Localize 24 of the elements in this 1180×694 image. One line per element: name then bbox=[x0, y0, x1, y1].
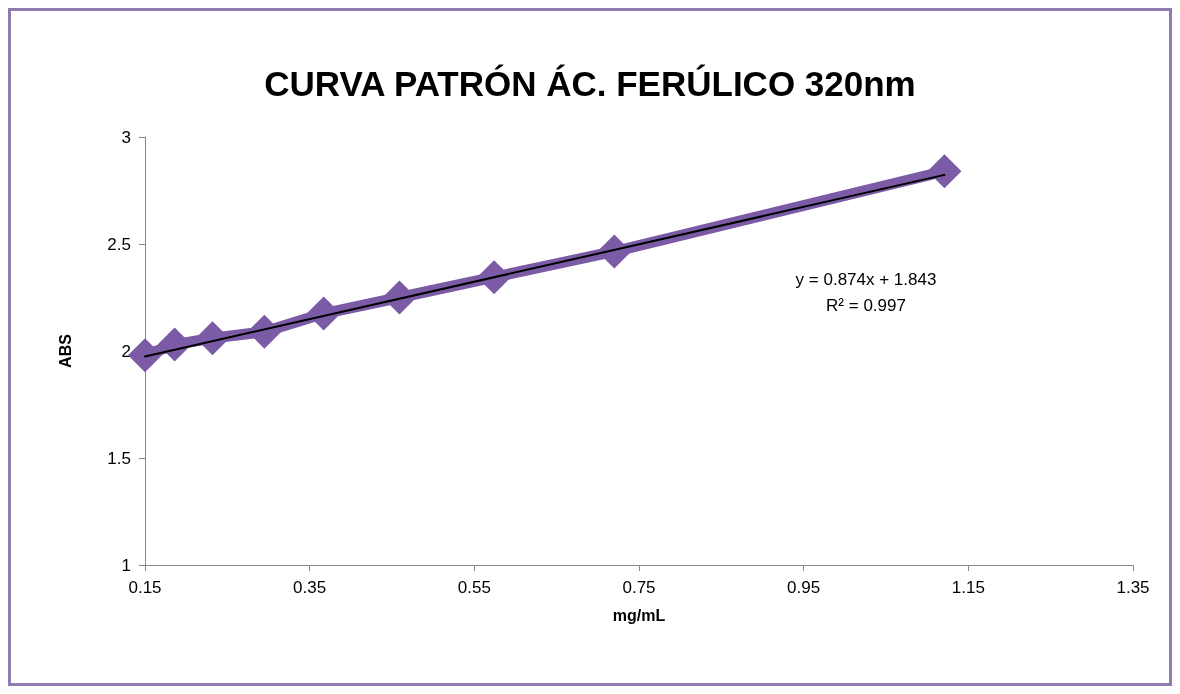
point bbox=[128, 338, 162, 373]
point bbox=[157, 327, 192, 362]
point bbox=[477, 260, 512, 295]
x-tick-label: 0.95 bbox=[787, 578, 821, 597]
y-tick-label: 2 bbox=[121, 341, 131, 361]
y-tick-label: 3 bbox=[121, 127, 131, 147]
point bbox=[306, 296, 341, 331]
x-tick-label: 0.35 bbox=[293, 578, 327, 597]
point bbox=[597, 234, 632, 269]
point bbox=[927, 154, 962, 189]
x-tick-label: 1.35 bbox=[1116, 578, 1150, 597]
annotation: R² = 0.997 bbox=[826, 296, 906, 315]
x-axis-title: mg/mL bbox=[612, 606, 666, 624]
x-tick-label: 0.75 bbox=[622, 578, 656, 597]
chart-title: CURVA PATRÓN ÁC. FERÚLICO 320nm bbox=[264, 64, 916, 103]
x-tick-label: 1.15 bbox=[951, 578, 985, 597]
point bbox=[382, 280, 417, 315]
y-tick-label: 2.5 bbox=[107, 234, 131, 254]
annotation: y = 0.874x + 1.843 bbox=[795, 270, 937, 289]
y-tick-label: 1.5 bbox=[107, 448, 131, 468]
y-axis-title: ABS bbox=[56, 333, 74, 368]
x-tick-label: 0.15 bbox=[128, 578, 162, 597]
x-tick-label: 0.55 bbox=[457, 578, 491, 597]
y-tick-label: 1 bbox=[121, 555, 131, 575]
